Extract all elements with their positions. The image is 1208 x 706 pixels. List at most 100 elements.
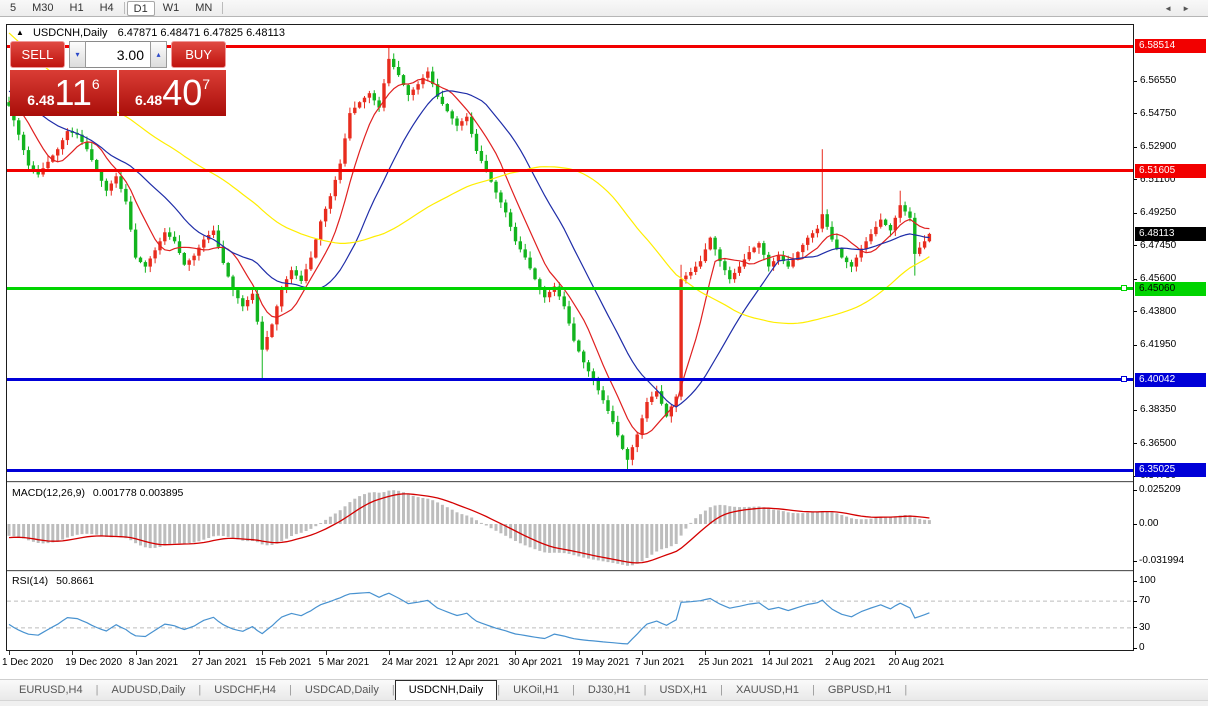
macd-name: MACD(12,26,9)	[12, 487, 85, 499]
macd-tick	[1133, 489, 1137, 491]
tab-scroll-left-icon[interactable]: ◄	[1164, 4, 1183, 13]
rsi-scale-label: 100	[1139, 575, 1156, 586]
tab-usdchf-h4[interactable]: USDCHF,H4	[214, 684, 276, 696]
macd-tick	[1133, 560, 1137, 562]
price-tick-label: 6.43800	[1140, 305, 1177, 317]
date-label: 5 Mar 2021	[318, 657, 370, 668]
tab-scroll-right-icon[interactable]: ►	[1182, 4, 1200, 13]
date-tick	[895, 651, 897, 655]
date-label: 12 Apr 2021	[445, 657, 500, 668]
price-tick	[1133, 212, 1137, 214]
main-macd-separator[interactable]	[7, 481, 1133, 482]
buy-price-prefix: 6.48	[134, 92, 163, 108]
date-label: 19 Dec 2020	[65, 657, 123, 668]
macd-rsi-separator[interactable]	[7, 570, 1133, 571]
date-tick	[198, 651, 200, 655]
price-axis-line	[1133, 24, 1134, 651]
collapse-panel-icon[interactable]: ▲	[16, 28, 24, 37]
timeframe-h4[interactable]: H4	[99, 1, 114, 14]
tab-usdx-h1[interactable]: USDX,H1	[659, 684, 708, 696]
price-tick	[1133, 278, 1137, 280]
date-tick	[768, 651, 770, 655]
sell-button[interactable]: SELL	[10, 41, 65, 68]
date-tick	[452, 651, 454, 655]
macd-indicator-label: MACD(12,26,9) 0.001778 0.003895	[12, 487, 183, 499]
ohlc-values: 6.47871 6.48471 6.47825 6.48113	[117, 27, 286, 39]
sell-price-main: 11	[54, 72, 92, 113]
chart-window-frame	[6, 24, 1134, 651]
date-tick	[262, 651, 264, 655]
price-tick-label: 6.56550	[1140, 75, 1177, 87]
chart-title: ▲ USDCNH,Daily 6.47871 6.48471 6.47825 6…	[16, 27, 285, 39]
hline-6.4506[interactable]	[7, 285, 1133, 292]
hline-6.35025[interactable]	[7, 468, 1133, 472]
price-tick-label: 6.45600	[1140, 273, 1177, 285]
price-tick	[1133, 146, 1137, 148]
price-tick	[1133, 311, 1137, 313]
date-tick	[832, 651, 834, 655]
timeframe-w1[interactable]: W1	[162, 1, 180, 14]
buy-price-box[interactable]: 6.48 40 7	[119, 70, 226, 116]
date-label: 25 Jun 2021	[698, 657, 754, 668]
date-tick	[515, 651, 517, 655]
tab-separator: |	[811, 684, 815, 696]
date-tick	[135, 651, 137, 655]
price-tick	[1133, 245, 1137, 247]
timeframe-d1[interactable]: D1	[126, 0, 155, 16]
macd-scale-label: 0.025209	[1139, 484, 1181, 495]
sell-price-pipette: 6	[91, 76, 100, 92]
tab-ukoil-h1[interactable]: UKOil,H1	[513, 684, 559, 696]
tab-gbpusd-h1[interactable]: GBPUSD,H1	[827, 684, 892, 696]
volume-input[interactable]	[86, 41, 150, 68]
price-badge: 6.40042	[1135, 372, 1206, 387]
tab-dj30-h1[interactable]: DJ30,H1	[587, 684, 631, 696]
hline-6.51605[interactable]	[7, 169, 1133, 173]
tab-xauusd-h1[interactable]: XAUUSD,H1	[736, 684, 799, 696]
rsi-name: RSI(14)	[12, 575, 49, 587]
tab-eurusd-h4[interactable]: EURUSD,H4	[19, 684, 83, 696]
date-label: 24 Mar 2021	[381, 657, 439, 668]
tab-separator: |	[720, 684, 724, 696]
hline-6.40042[interactable]	[7, 376, 1133, 383]
one-click-trading-panel: SELL ▾ ▴ BUY 6.48 11 6 6.48 40 7	[10, 41, 226, 116]
volume-increase-button[interactable]: ▴	[150, 41, 168, 68]
sell-price-box[interactable]: 6.48 11 6	[10, 70, 117, 116]
price-tick-label: 6.49250	[1140, 207, 1177, 219]
price-tick	[1133, 80, 1137, 82]
tab-scroll-arrows: ◄►	[1164, 4, 1200, 13]
timeframe-5[interactable]: 5	[10, 1, 17, 14]
hline-6.58514[interactable]	[7, 44, 1133, 48]
date-label: 1 Dec 2020	[2, 657, 54, 668]
date-label: 20 Aug 2021	[888, 657, 945, 668]
tab-audusd-daily[interactable]: AUDUSD,Daily	[111, 684, 186, 696]
macd-scale-label: -0.031994	[1139, 555, 1185, 566]
hline-handle[interactable]	[1121, 285, 1127, 292]
buy-button[interactable]: BUY	[171, 41, 226, 68]
rsi-tick	[1133, 627, 1137, 629]
toolbar-separator	[123, 2, 125, 14]
timeframe-mn[interactable]: MN	[195, 1, 213, 14]
date-label: 15 Feb 2021	[255, 657, 312, 668]
timeframe-h1[interactable]: H1	[69, 1, 84, 14]
volume-decrease-button[interactable]: ▾	[68, 41, 86, 68]
chevron-down-icon: ▾	[75, 50, 80, 59]
date-tick	[9, 651, 10, 655]
buy-price-main: 40	[162, 72, 203, 113]
tab-usdcnh-daily[interactable]: USDCNH,Daily	[394, 680, 498, 700]
hline-handle[interactable]	[1121, 376, 1127, 383]
status-strip	[0, 700, 1208, 706]
timeframe-m30[interactable]: M30	[32, 1, 54, 14]
price-tick	[1133, 113, 1137, 115]
rsi-scale-label: 70	[1139, 595, 1151, 607]
symbol-period-label: USDCNH,Daily	[32, 27, 108, 39]
date-label: 2 Aug 2021	[825, 657, 876, 668]
price-tick-label: 6.54750	[1140, 107, 1177, 119]
sell-price-prefix: 6.48	[27, 92, 55, 108]
tab-usdcad-daily[interactable]: USDCAD,Daily	[304, 684, 379, 696]
date-tick	[642, 651, 644, 655]
tab-separator: |	[643, 684, 647, 696]
tab-separator: |	[289, 684, 292, 696]
chevron-up-icon: ▴	[156, 50, 161, 59]
price-tick	[1133, 344, 1137, 346]
date-label: 8 Jan 2021	[128, 657, 179, 668]
